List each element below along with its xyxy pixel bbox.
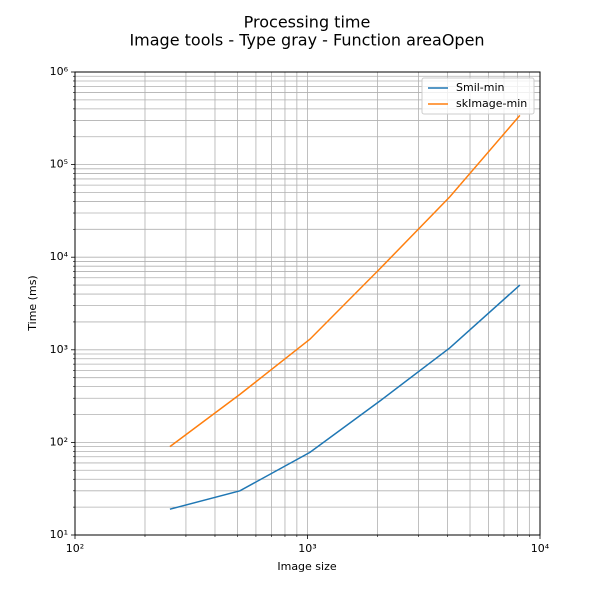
x-tick-label: 10³	[298, 542, 316, 555]
x-axis-label: Image size	[277, 560, 337, 573]
x-tick-label: 10⁴	[531, 542, 550, 555]
series-line	[169, 114, 521, 448]
legend-label: Smil-min	[456, 81, 505, 94]
x-tick-label: 10²	[66, 542, 84, 555]
legend-label: skImage-min	[456, 97, 527, 110]
chart-title: Processing time	[244, 13, 371, 32]
chart-subtitle: Image tools - Type gray - Function areaO…	[129, 31, 484, 50]
legend-box	[421, 77, 535, 115]
plot-frame	[74, 71, 541, 536]
y-tick-label: 10²	[50, 435, 68, 448]
y-tick-label: 10⁴	[50, 250, 69, 263]
y-tick-label: 10¹	[50, 528, 68, 541]
y-tick-label: 10³	[50, 343, 68, 356]
series-line	[169, 284, 521, 510]
y-axis-label: Time (ms)	[26, 275, 39, 331]
y-tick-label: 10⁶	[50, 65, 69, 78]
y-tick-label: 10⁵	[50, 158, 68, 171]
